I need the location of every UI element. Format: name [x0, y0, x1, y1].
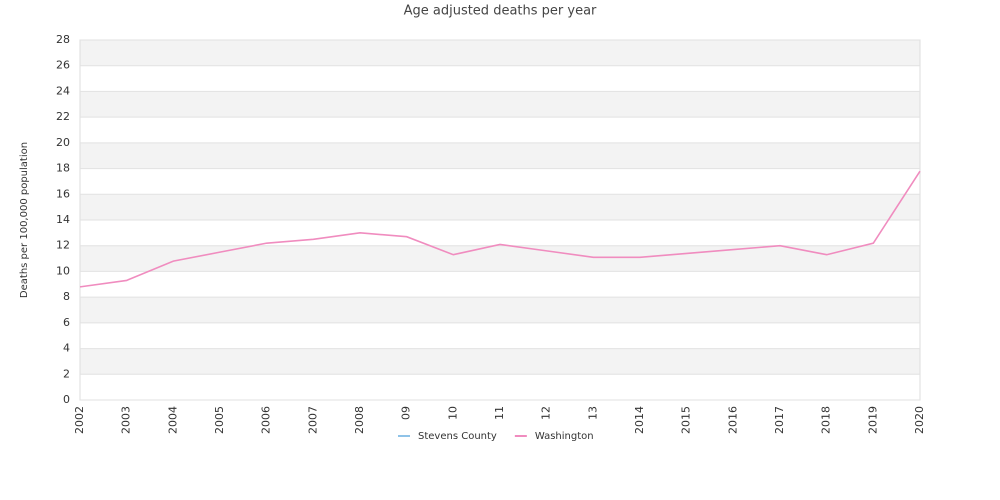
plot-band — [80, 348, 920, 375]
y-tick-label: 20 — [56, 136, 70, 149]
x-tick-label: 2016 — [726, 406, 739, 434]
chart-title: Age adjusted deaths per year — [404, 4, 597, 19]
y-tick-label: 6 — [63, 316, 70, 329]
x-tick-label: 10 — [446, 406, 459, 420]
plot-band — [80, 91, 920, 118]
x-tick-label: 2006 — [260, 406, 273, 434]
y-tick-label: 8 — [63, 290, 70, 303]
x-tick-label: 13 — [586, 406, 599, 420]
legend-label: Washington — [535, 431, 594, 442]
y-tick-label: 12 — [56, 239, 70, 252]
x-tick-label: 2002 — [73, 406, 86, 434]
y-tick-label: 18 — [56, 162, 70, 175]
plot-band — [80, 297, 920, 323]
x-tick-label: 2020 — [913, 406, 926, 434]
legend-label: Stevens County — [418, 431, 497, 442]
x-tick-label: 2005 — [213, 406, 226, 434]
x-tick-label: 2007 — [306, 406, 319, 434]
y-tick-label: 24 — [56, 84, 70, 97]
y-tick-label: 2 — [63, 367, 70, 380]
y-tick-label: 10 — [56, 264, 70, 277]
x-tick-label: 11 — [493, 406, 506, 420]
x-tick-label: 09 — [400, 406, 413, 420]
x-tick-label: 2003 — [120, 406, 133, 434]
plot-bands — [80, 40, 920, 375]
x-tick-label: 2015 — [680, 406, 693, 434]
y-tick-label: 4 — [63, 342, 70, 355]
y-tick-label: 26 — [56, 59, 70, 72]
x-tick-label: 12 — [540, 406, 553, 420]
x-tick-label: 2008 — [353, 406, 366, 434]
y-axis-label: Deaths per 100,000 population — [19, 142, 30, 298]
plot-band — [80, 142, 920, 169]
y-tick-label: 0 — [63, 393, 70, 406]
plot-band — [80, 40, 920, 66]
x-tick-label: 2019 — [866, 406, 879, 434]
data-line — [79, 170, 921, 288]
plot-band — [80, 245, 920, 272]
x-tick-label: 2017 — [773, 406, 786, 434]
y-tick-label: 16 — [56, 187, 70, 200]
y-tick-label: 22 — [56, 110, 70, 123]
y-tick-label: 28 — [56, 33, 70, 46]
plot-band — [80, 194, 920, 220]
x-tick-label: 2018 — [820, 406, 833, 434]
x-tick-label: 2004 — [166, 406, 179, 434]
y-tick-label: 14 — [56, 213, 70, 226]
x-tick-label: 2014 — [633, 406, 646, 434]
